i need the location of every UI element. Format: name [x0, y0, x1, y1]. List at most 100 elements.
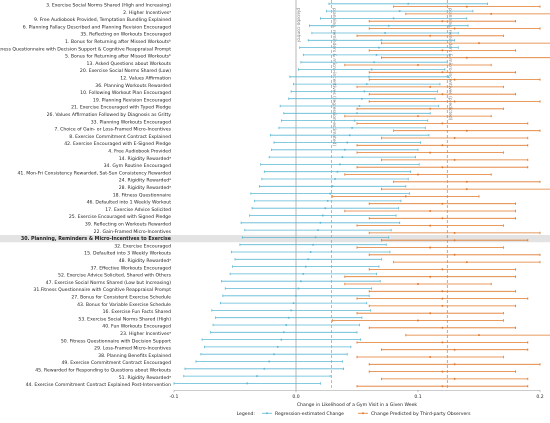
- point: [346, 141, 349, 144]
- row-label: 50. Fitness Questionnaire with Decision …: [61, 338, 171, 344]
- point: [292, 302, 295, 305]
- point: [453, 137, 456, 139]
- row-label: 28. Rigidity Rewardedᵃ: [119, 185, 171, 191]
- point: [441, 49, 444, 52]
- point: [365, 83, 368, 86]
- point: [343, 148, 346, 151]
- point: [465, 5, 468, 8]
- row-label: 36. Planning Workouts Rewarded: [95, 83, 171, 89]
- point: [441, 326, 444, 329]
- row-label: 35. Reflecting on Workouts Encouraged: [80, 32, 171, 38]
- point: [368, 75, 371, 78]
- row-label: 43. Bonus for Variable Exercise Schedule: [77, 302, 171, 308]
- highlight-row: [0, 234, 550, 243]
- point: [441, 304, 444, 307]
- point: [441, 370, 444, 373]
- row-label: 31.Fitness Questionnaire with Cognitive …: [33, 287, 171, 293]
- row-label: 49. Exercise Commitment Contract Encoura…: [61, 360, 171, 366]
- row-label: 32. Exercise Encouraged: [114, 243, 171, 249]
- point: [441, 290, 444, 293]
- row-label: 26. Values Affirmation Followed by Diagn…: [47, 112, 172, 118]
- point: [465, 180, 468, 183]
- row-label: 15. Defaulted into 3 Weekly Workouts: [84, 251, 171, 257]
- point: [453, 253, 456, 256]
- row-label: 44. Exercise Commitment Contract Explain…: [26, 382, 171, 388]
- point: [429, 356, 432, 358]
- legend-dot: [361, 412, 364, 415]
- row-label: 4. Free Audiobook Provided: [108, 149, 171, 155]
- row-label: 33. Planning Workouts Encouraged: [91, 119, 171, 125]
- row-label: 2. Higher Incentivesᵃ: [123, 10, 171, 16]
- row-label: 18. Fitness Questionnaire: [113, 192, 171, 198]
- x-tick-label: 0.1: [414, 394, 421, 400]
- point: [280, 338, 283, 341]
- point: [336, 170, 339, 173]
- row-label: 34. Gym Routine Encouraged: [104, 163, 171, 169]
- point: [348, 134, 351, 137]
- point: [273, 353, 276, 356]
- point: [441, 217, 444, 220]
- row-label: 48. Rigidity Rewardedᵃ: [119, 258, 171, 264]
- point: [287, 316, 290, 319]
- point: [363, 90, 366, 93]
- point: [417, 115, 419, 118]
- point: [373, 61, 376, 64]
- row-label: 17. Exercise Advice Solicited: [105, 207, 171, 213]
- point: [453, 78, 456, 81]
- legend-title: Legend:: [237, 411, 256, 417]
- point: [441, 385, 444, 388]
- point: [321, 214, 324, 217]
- row-label: 10. Following Workout Plan Encouraged: [80, 90, 171, 96]
- point: [453, 231, 456, 234]
- point: [441, 122, 444, 125]
- point: [312, 243, 315, 246]
- point: [295, 294, 297, 297]
- point: [316, 229, 319, 232]
- point: [356, 112, 358, 115]
- point: [429, 224, 432, 227]
- x-axis-label: Change in Likelihood of a Gym Visit in a…: [297, 402, 418, 408]
- point: [334, 178, 337, 180]
- point: [290, 309, 293, 312]
- point: [429, 85, 432, 88]
- point: [478, 334, 480, 337]
- point: [441, 71, 444, 74]
- point: [441, 297, 444, 300]
- point: [429, 107, 432, 110]
- row-label: 12. Values Affirmation: [120, 76, 171, 82]
- point: [441, 20, 444, 23]
- row-label: 16. Exercise Fun Facts Shared: [103, 309, 171, 315]
- row-label: 3. Exercise Social Norms Shared (High an…: [46, 3, 171, 9]
- row-label: 9. Free Audiobook Provided, Temptation B…: [34, 17, 171, 23]
- point: [309, 251, 312, 253]
- row-label: 6. Planning Fallacy Described and Planni…: [23, 24, 171, 30]
- row-label: 29. Loss-Framed Micro-Incentives: [94, 346, 171, 352]
- row-label: 53. Exercise Social Norms Shared (High): [78, 316, 171, 322]
- point: [387, 24, 390, 27]
- row-label: 45. Rewarded for Responding to Questions…: [35, 368, 171, 374]
- row-label: 52. Exercise Advice Solicited, Shared wi…: [58, 273, 172, 279]
- row-label: 11. Fitness Questionnaire with Decision …: [0, 46, 171, 52]
- point: [314, 236, 317, 239]
- point: [453, 377, 456, 380]
- point: [329, 192, 332, 195]
- row-label: 37. Effective Workouts Encouraged: [90, 265, 171, 271]
- point: [304, 265, 307, 268]
- point: [353, 119, 356, 122]
- point: [268, 360, 271, 363]
- point: [370, 68, 373, 71]
- row-label: 39. Reflecting on Workouts Rewarded: [85, 222, 171, 228]
- point: [351, 126, 354, 129]
- point: [398, 10, 401, 13]
- row-label: 14. Rigidity Rewardedᵃ: [119, 156, 171, 162]
- reference-label: placebo control: [296, 8, 302, 42]
- point: [377, 46, 380, 49]
- x-tick-label: -0.1: [170, 394, 179, 400]
- point: [441, 341, 444, 344]
- point: [417, 64, 419, 66]
- point: [478, 42, 480, 45]
- point: [490, 12, 493, 15]
- point: [360, 97, 363, 100]
- x-tick-label: 0.2: [536, 394, 543, 400]
